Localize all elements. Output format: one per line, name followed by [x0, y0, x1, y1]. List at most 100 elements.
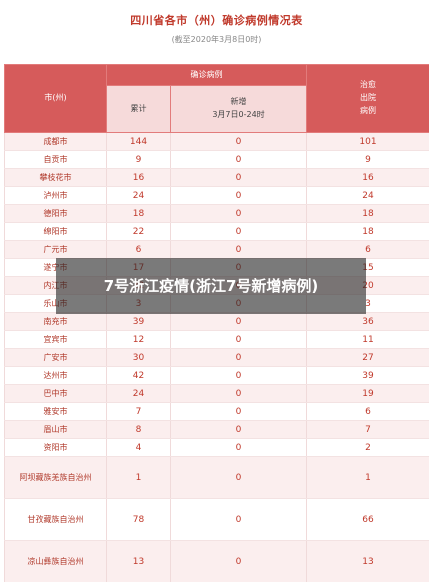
- cell-new: 0: [170, 498, 307, 541]
- cell-cumulative: 24: [106, 186, 171, 205]
- cell-cumulative: 78: [106, 498, 171, 541]
- table-row: 南充市 39 0 36: [4, 312, 429, 331]
- cell-cumulative: 42: [106, 366, 171, 385]
- cell-city: 自贡市: [4, 150, 107, 169]
- cell-cumulative: 1: [106, 456, 171, 499]
- cell-discharged: 9: [306, 150, 429, 169]
- cell-city: 成都市: [4, 132, 107, 151]
- cell-new: 0: [170, 132, 307, 151]
- cell-cumulative: 12: [106, 330, 171, 349]
- cell-discharged: 101: [306, 132, 429, 151]
- table-row: 达州市 42 0 39: [4, 366, 429, 385]
- cell-city: 绵阳市: [4, 222, 107, 241]
- header-discharged-line1: 治愈: [360, 80, 376, 90]
- caption-text: 7号浙江疫情(浙江7号新增病例): [103, 276, 319, 295]
- cell-cumulative: 144: [106, 132, 171, 151]
- cell-cumulative: 39: [106, 312, 171, 331]
- cell-city: 广元市: [4, 240, 107, 259]
- cell-discharged: 11: [306, 330, 429, 349]
- table-row: 眉山市 8 0 7: [4, 420, 429, 439]
- table-row: 绵阳市 22 0 18: [4, 222, 429, 241]
- cell-cumulative: 16: [106, 168, 171, 187]
- table-row: 甘孜藏族自治州 78 0 66: [4, 498, 429, 541]
- cell-city: 攀枝花市: [4, 168, 107, 187]
- cell-city: 雅安市: [4, 402, 107, 421]
- cell-new: 0: [170, 348, 307, 367]
- table-row: 成都市 144 0 101: [4, 132, 429, 151]
- table-row: 资阳市 4 0 2: [4, 438, 429, 457]
- cell-new: 0: [170, 186, 307, 205]
- cell-discharged: 1: [306, 456, 429, 499]
- table-row: 宜宾市 12 0 11: [4, 330, 429, 349]
- cell-discharged: 19: [306, 384, 429, 403]
- cell-city: 凉山彝族自治州: [4, 540, 107, 582]
- cases-table: 市(州) 确诊病例 治愈 出院 病例 累计 新增 3月7日0-24时 成都市 14…: [4, 64, 429, 582]
- table-row: 广元市 6 0 6: [4, 240, 429, 259]
- table-row: 巴中市 24 0 19: [4, 384, 429, 403]
- cell-discharged: 66: [306, 498, 429, 541]
- cell-city: 巴中市: [4, 384, 107, 403]
- header-confirmed-group: 确诊病例: [106, 64, 307, 86]
- cell-new: 0: [170, 438, 307, 457]
- cell-new: 0: [170, 540, 307, 582]
- cell-city: 甘孜藏族自治州: [4, 498, 107, 541]
- cell-city: 宜宾市: [4, 330, 107, 349]
- header-new: 新增 3月7日0-24时: [170, 85, 307, 133]
- cell-new: 0: [170, 366, 307, 385]
- table-row: 泸州市 24 0 24: [4, 186, 429, 205]
- cell-new: 0: [170, 384, 307, 403]
- header-new-period: 3月7日0-24时: [212, 110, 265, 119]
- table-body: 成都市 144 0 101 自贡市 9 0 9 攀枝花市 16 0 16 泸州市 24 0 24 德阳市 18 0 1…: [4, 132, 429, 582]
- page-subtitle: (截至2020年3月8日0时): [171, 35, 262, 44]
- cell-cumulative: 4: [106, 438, 171, 457]
- cell-cumulative: 18: [106, 204, 171, 223]
- cell-cumulative: 9: [106, 150, 171, 169]
- cell-cumulative: 6: [106, 240, 171, 259]
- cell-discharged: 39: [306, 366, 429, 385]
- header-discharged-line3: 病例: [360, 105, 376, 115]
- cell-cumulative: 22: [106, 222, 171, 241]
- cell-new: 0: [170, 312, 307, 331]
- table-row: 德阳市 18 0 18: [4, 204, 429, 223]
- header-discharged-line2: 出院: [360, 93, 376, 103]
- cell-new: 0: [170, 420, 307, 439]
- table-row: 凉山彝族自治州 13 0 13: [4, 540, 429, 582]
- cell-new: 0: [170, 150, 307, 169]
- cell-discharged: 18: [306, 204, 429, 223]
- table-row: 广安市 30 0 27: [4, 348, 429, 367]
- cell-city: 泸州市: [4, 186, 107, 205]
- cell-cumulative: 7: [106, 402, 171, 421]
- header-cumulative: 累计: [106, 85, 171, 133]
- header-city: 市(州): [4, 64, 107, 133]
- cell-discharged: 18: [306, 222, 429, 241]
- header-discharged: 治愈 出院 病例: [306, 64, 429, 133]
- cell-city: 德阳市: [4, 204, 107, 223]
- cell-city: 眉山市: [4, 420, 107, 439]
- cell-new: 0: [170, 222, 307, 241]
- cell-discharged: 6: [306, 240, 429, 259]
- cell-cumulative: 30: [106, 348, 171, 367]
- cell-new: 0: [170, 402, 307, 421]
- page-title: 四川省各市（州）确诊病例情况表: [130, 14, 303, 27]
- caption-overlay: 7号浙江疫情(浙江7号新增病例): [56, 258, 366, 314]
- cell-discharged: 2: [306, 438, 429, 457]
- table-row: 阿坝藏族羌族自治州 1 0 1: [4, 456, 429, 499]
- cell-cumulative: 24: [106, 384, 171, 403]
- table-row: 雅安市 7 0 6: [4, 402, 429, 421]
- cell-new: 0: [170, 456, 307, 499]
- cell-city: 达州市: [4, 366, 107, 385]
- cell-discharged: 7: [306, 420, 429, 439]
- cell-city: 阿坝藏族羌族自治州: [4, 456, 107, 499]
- cell-cumulative: 8: [106, 420, 171, 439]
- cell-discharged: 24: [306, 186, 429, 205]
- cell-discharged: 36: [306, 312, 429, 331]
- table-row: 自贡市 9 0 9: [4, 150, 429, 169]
- cell-new: 0: [170, 240, 307, 259]
- cell-new: 0: [170, 204, 307, 223]
- table-row: 攀枝花市 16 0 16: [4, 168, 429, 187]
- cell-new: 0: [170, 330, 307, 349]
- cell-city: 广安市: [4, 348, 107, 367]
- cell-discharged: 13: [306, 540, 429, 582]
- cell-new: 0: [170, 168, 307, 187]
- cell-discharged: 6: [306, 402, 429, 421]
